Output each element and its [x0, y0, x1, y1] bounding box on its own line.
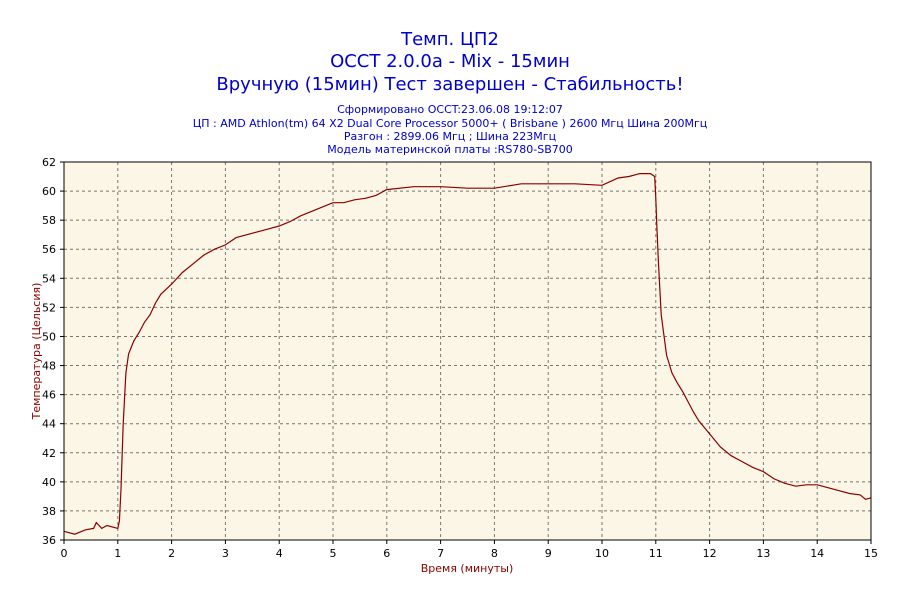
x-tick-label: 8: [491, 547, 498, 560]
plot-area: [64, 162, 871, 540]
x-tick-label: 0: [61, 547, 68, 560]
x-tick-labels: 0 1 2 3 4 5 6 7 8 9 10 11 12 13 14 15: [61, 540, 878, 560]
x-tick-label: 2: [168, 547, 175, 560]
y-tick-label: 44: [42, 418, 56, 431]
x-tick-label: 4: [276, 547, 283, 560]
y-tick-label: 36: [42, 534, 56, 547]
y-tick-label: 38: [42, 505, 56, 518]
chart-subtitle-line-1: Сформировано OCCT:23.06.08 19:12:07: [337, 103, 563, 116]
x-tick-label: 1: [114, 547, 121, 560]
x-tick-label: 10: [595, 547, 609, 560]
series-line-cpu-temp: [63, 173, 872, 535]
y-axis-label: Температура (Цельсия): [30, 283, 43, 421]
y-tick-label: 42: [42, 447, 56, 460]
x-tick-label: 13: [756, 547, 770, 560]
y-tick-label: 58: [42, 214, 56, 227]
y-tick-label: 54: [42, 272, 56, 285]
chart-subtitle-line-3: Разгон : 2899.06 Мгц ; Шина 223Мгц: [344, 130, 556, 143]
y-tick-label: 50: [42, 330, 56, 343]
y-tick-label: 40: [42, 476, 56, 489]
x-axis-label: Время (минуты): [421, 562, 514, 575]
y-tick-label: 60: [42, 185, 56, 198]
x-tick-label: 3: [222, 547, 229, 560]
x-tick-label: 14: [810, 547, 824, 560]
y-tick-label: 48: [42, 360, 56, 373]
y-tick-label: 56: [42, 243, 56, 256]
chart-title-line-1: Темп. ЦП2: [400, 29, 499, 50]
x-tick-label: 7: [437, 547, 444, 560]
x-tick-label: 12: [703, 547, 717, 560]
x-tick-label: 9: [545, 547, 552, 560]
x-tick-label: 11: [649, 547, 663, 560]
y-tick-label: 62: [42, 156, 56, 169]
x-tick-label: 5: [330, 547, 337, 560]
y-tick-labels: 36 38 40 42 44 46 48 50 52 54 56 58 60 62: [42, 156, 64, 547]
y-tick-label: 46: [42, 389, 56, 402]
y-tick-label: 52: [42, 301, 56, 314]
chart-subtitle-line-2: ЦП : AMD Athlon(tm) 64 X2 Dual Core Proc…: [193, 117, 708, 130]
chart-title-line-2: OCCT 2.0.0a - Mix - 15мин: [330, 51, 570, 72]
x-tick-label: 6: [383, 547, 390, 560]
grid-lines: [64, 162, 871, 540]
chart-subtitle-line-4: Модель материнской платы :RS780-SB700: [327, 143, 573, 156]
chart-title-line-3: Вручную (15мин) Тест завершен - Стабильн…: [216, 74, 683, 95]
plot-border: [63, 161, 872, 541]
x-tick-label: 15: [864, 547, 878, 560]
